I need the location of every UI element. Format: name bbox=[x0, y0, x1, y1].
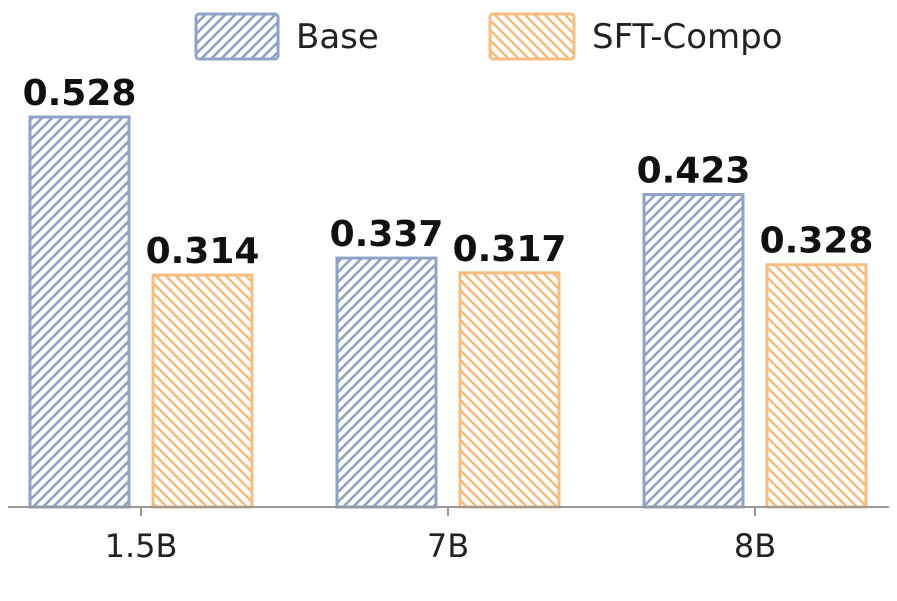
value-label-base-1-5b: 0.528 bbox=[23, 73, 137, 114]
x-tick-label-1-5b: 1.5B bbox=[105, 527, 178, 565]
bar-base-7b[interactable] bbox=[335, 256, 438, 509]
legend-swatch-base bbox=[194, 12, 280, 61]
x-tick-label-7b: 7B bbox=[427, 527, 469, 565]
bar-sft-compo-7b[interactable] bbox=[458, 271, 561, 509]
legend: Base SFT-Compo bbox=[194, 12, 783, 61]
legend-swatch-sft-compo bbox=[488, 12, 576, 61]
bar-base-1-5b[interactable] bbox=[28, 115, 131, 509]
legend-item-sft-compo[interactable]: SFT-Compo bbox=[488, 12, 783, 61]
bar-sft-compo-1-5b[interactable] bbox=[151, 273, 254, 509]
value-label-sft-compo-8b: 0.328 bbox=[760, 221, 874, 262]
bars bbox=[28, 115, 868, 509]
value-label-sft-compo-7b: 0.317 bbox=[453, 229, 567, 270]
x-tick-label-8b: 8B bbox=[734, 527, 776, 565]
value-label-sft-compo-1-5b: 0.314 bbox=[146, 231, 260, 272]
value-label-base-7b: 0.337 bbox=[330, 214, 444, 255]
x-axis-ticks: 1.5B 7B 8B bbox=[105, 507, 776, 565]
legend-label-sft-compo: SFT-Compo bbox=[592, 17, 783, 57]
legend-item-base[interactable]: Base bbox=[194, 12, 379, 61]
bar-sft-compo-8b[interactable] bbox=[765, 263, 868, 509]
bar-base-8b[interactable] bbox=[642, 193, 745, 509]
value-label-base-8b: 0.423 bbox=[637, 151, 751, 192]
legend-label-base: Base bbox=[296, 17, 379, 57]
